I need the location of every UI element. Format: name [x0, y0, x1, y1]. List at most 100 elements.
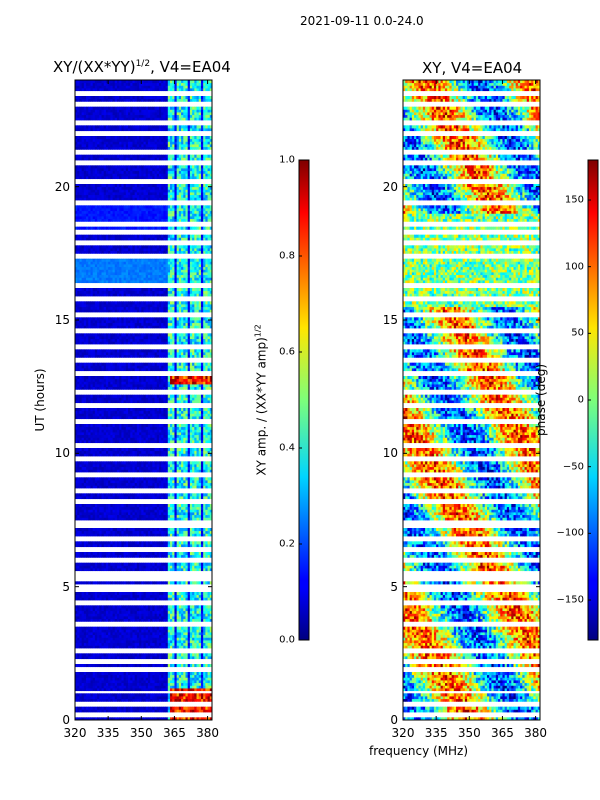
amp-cell	[167, 677, 171, 681]
amp-cell	[101, 618, 105, 622]
amp-cell	[134, 466, 138, 470]
amp-cell	[154, 504, 158, 508]
amp-cell	[172, 416, 175, 420]
amp-cell	[79, 466, 83, 470]
amp-cell	[132, 432, 136, 436]
amp-cell	[132, 509, 136, 513]
amp-cell	[185, 448, 189, 452]
amp-cell	[105, 482, 109, 486]
amp-cell	[200, 424, 204, 428]
amp-cell	[97, 432, 100, 436]
amp-cell	[99, 682, 102, 686]
amp-cell	[94, 432, 98, 436]
amp-cell	[141, 517, 144, 521]
amp-cell	[123, 464, 127, 468]
amp-cell	[83, 677, 87, 681]
amp-cell	[116, 528, 120, 532]
amp-cell	[165, 413, 169, 417]
amp-cell	[181, 544, 184, 548]
amp-cell	[86, 530, 89, 534]
amp-cell	[161, 506, 164, 510]
amp-cell	[189, 541, 193, 545]
amp-cell	[86, 512, 89, 516]
amp-cell	[99, 410, 102, 414]
amp-cell	[178, 565, 182, 569]
amp-cell	[114, 386, 118, 390]
amp-cell	[187, 509, 191, 513]
amp-cell	[181, 610, 184, 614]
amp-cell	[145, 482, 149, 486]
amp-cell	[86, 693, 89, 697]
amp-cell	[192, 672, 195, 676]
amp-cell	[147, 530, 151, 534]
amp-cell	[119, 642, 122, 646]
amp-cell	[77, 674, 80, 678]
amp-cell	[165, 461, 169, 465]
amp-cell	[172, 618, 175, 622]
amp-cell	[147, 592, 151, 596]
amp-cell	[154, 464, 158, 468]
amp-cell	[128, 696, 131, 700]
amp-cell	[200, 416, 204, 420]
amp-cell	[203, 386, 206, 390]
amp-cell	[125, 637, 129, 641]
amp-cell	[134, 597, 138, 601]
amp-cell	[200, 530, 204, 534]
amp-cell	[209, 386, 213, 390]
amp-cell	[181, 565, 184, 569]
amp-cell	[163, 618, 166, 622]
amp-cell	[77, 565, 80, 569]
amp-cell	[112, 397, 116, 401]
amp-cell	[163, 381, 166, 385]
amp-cell	[86, 682, 89, 686]
amp-cell	[125, 453, 129, 457]
amp-cell	[101, 680, 105, 684]
amp-cell	[88, 437, 91, 441]
amp-cell	[79, 528, 83, 532]
amp-cell	[207, 664, 211, 668]
amp-cell	[178, 626, 182, 630]
amp-cell	[136, 592, 140, 596]
amp-cell	[156, 552, 160, 556]
amp-cell	[152, 408, 155, 412]
amp-cell	[143, 594, 147, 598]
amp-cell	[196, 637, 200, 641]
amp-cell	[128, 437, 131, 441]
amp-cell	[92, 386, 96, 390]
amp-cell	[97, 613, 100, 617]
amp-cell	[123, 608, 127, 612]
amp-cell	[75, 717, 78, 721]
amp-cell	[121, 448, 125, 452]
amp-cell	[167, 664, 171, 668]
amp-cell	[161, 698, 164, 702]
amp-cell	[181, 517, 184, 521]
amp-cell	[196, 645, 200, 649]
amp-cell	[203, 477, 206, 481]
amp-cell	[209, 605, 213, 609]
amp-cell	[189, 469, 193, 473]
amp-cell	[114, 688, 118, 692]
amp-cell	[141, 512, 144, 516]
amp-cell	[205, 568, 208, 572]
amp-cell	[165, 709, 169, 713]
amp-cell	[136, 613, 140, 617]
amp-cell	[183, 552, 186, 556]
amp-cell	[185, 581, 189, 585]
amp-cell	[92, 453, 96, 457]
amp-cell	[203, 485, 206, 489]
amp-cell	[116, 496, 120, 500]
amp-cell	[136, 429, 140, 433]
amp-cell	[194, 677, 197, 681]
amp-cell	[108, 448, 111, 452]
amp-cell	[119, 717, 122, 721]
amp-cell	[105, 629, 109, 633]
amp-cell	[79, 416, 83, 420]
amp-cell	[165, 693, 169, 697]
amp-cell	[200, 698, 204, 702]
amp-cell	[108, 554, 111, 558]
amp-cell	[123, 493, 127, 497]
amp-cell	[125, 672, 129, 676]
amp-cell	[156, 429, 160, 433]
amp-cell	[207, 674, 211, 678]
amp-cell	[172, 514, 175, 518]
